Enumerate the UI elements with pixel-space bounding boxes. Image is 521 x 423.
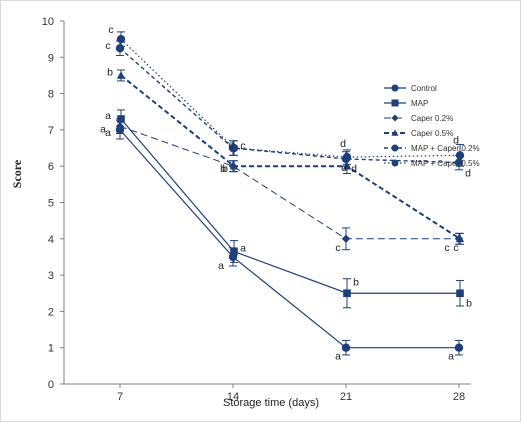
significance-letter: c [240,140,245,152]
y-tick-label: 5 [48,198,54,210]
data-point [454,158,464,167]
significance-letter: a [448,351,454,363]
significance-letter: c [444,242,449,254]
y-tick-label: 2 [48,306,54,318]
data-point [342,152,352,162]
data-point [229,162,239,170]
significance-letter: c [335,242,340,254]
y-tick-label: 3 [48,270,54,282]
legend-marker [391,99,399,107]
axes: 0 1 2 3 4 5 6 7 8 9 10 7 14 21 28 [42,16,471,403]
significance-letter: b [466,297,472,309]
significance-letter: c [105,40,110,52]
x-tick-label: 21 [340,391,352,403]
series-line [119,125,459,240]
legend-label: Caper 0.2% [411,114,453,123]
series-line [120,74,461,240]
significance-letter: a [105,127,111,139]
y-tick-label: 10 [42,16,54,28]
legend-label: Control [411,84,437,93]
x-tick-label: 14 [227,391,239,403]
data-point [455,151,465,160]
legend-label: Caper 0.5% [411,129,453,138]
significance-letter: a [240,243,246,255]
data-point [343,289,351,298]
significance-letter: d [465,168,471,180]
significance-letter: a [335,351,341,363]
significance-letter: c [228,139,233,151]
legend-item: Control [384,84,437,93]
significance-letter: b [353,276,359,288]
legend-item: MAP + Caper 0.5% [384,159,480,168]
legend-label: MAP + Caper 0.2% [411,144,480,153]
data-point [229,143,239,153]
significance-letter: a [100,123,106,135]
y-tick-label: 1 [48,343,54,355]
significance-letter: b [107,66,113,78]
series-line [119,129,459,349]
significance-letter: a [218,260,224,272]
legend: Control MAP Caper 0.2% Caper 0.5% MAP + Cape… [384,84,480,168]
significance-letter: c [108,24,113,36]
series-control [115,120,464,356]
data-point [116,34,126,44]
legend-label: MAP + Caper 0.5% [411,159,480,168]
x-tick-label: 28 [453,391,465,403]
series-caper-0-5- [116,69,465,245]
legend-marker [391,144,399,152]
data-point [456,289,464,298]
data-point [455,234,465,243]
legend-marker [391,129,399,136]
legend-item: Caper 0.2% [384,114,453,123]
y-tick-label: 4 [48,234,54,246]
y-tick-label: 0 [48,379,54,391]
legend-marker [391,84,399,92]
significance-letter: b [220,163,226,175]
plot-area [115,31,465,356]
data-point [341,234,351,243]
significance-letter: b [222,163,228,175]
series-line [119,47,460,164]
legend-item: MAP + Caper 0.2% [384,144,480,153]
legend-marker [391,159,399,167]
significance-letter: d [351,163,357,175]
significance-letter: c [453,242,458,254]
data-point [341,343,351,352]
x-axis-label: Storage time (days) [223,397,319,409]
data-point [115,44,125,53]
significance-letter: d [341,162,347,174]
series-map-caper-0-5- [116,31,465,167]
series-map [117,109,464,309]
y-tick-label: 9 [48,52,54,64]
data-point [454,343,464,352]
series-line [120,118,460,294]
y-tick-label: 6 [48,161,54,173]
significance-letter: d [453,134,459,146]
legend-label: MAP [411,99,428,108]
y-tick-label: 7 [48,125,54,137]
y-tick-label: 8 [48,89,54,101]
legend-item: MAP [384,99,428,108]
y-axis-label: Score [10,159,24,188]
legend-marker [391,114,399,122]
legend-item: Caper 0.5% [384,129,453,138]
data-point [116,71,126,79]
x-tick-label: 7 [117,391,123,403]
data-point [230,247,238,256]
series-line [120,38,461,158]
significance-letter: d [340,138,346,150]
data-point [115,122,125,131]
significance-letter: a [105,110,111,122]
